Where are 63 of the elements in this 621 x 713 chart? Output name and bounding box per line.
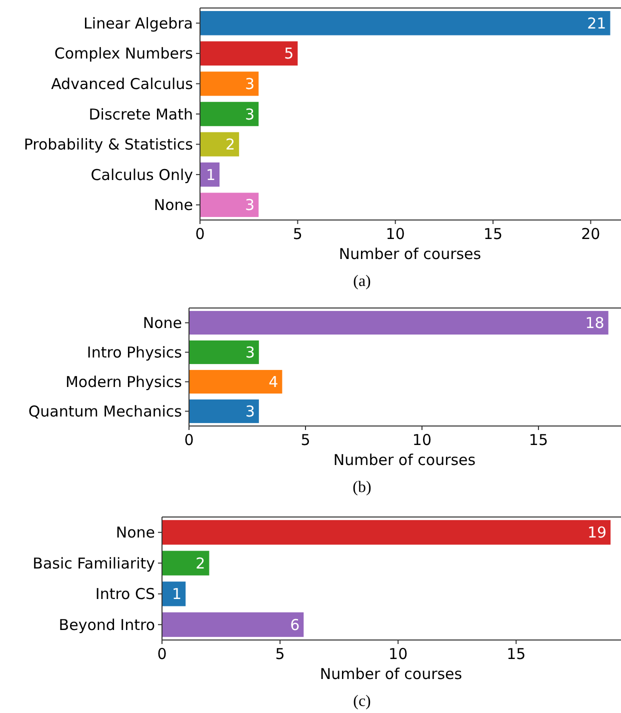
data-label: 3 <box>245 344 255 362</box>
bar <box>189 340 259 364</box>
data-label: 3 <box>245 196 255 214</box>
y-tick-label: None <box>142 314 182 332</box>
x-axis-title: Number of courses <box>320 665 462 683</box>
x-tick-label: 10 <box>388 645 408 663</box>
data-label: 3 <box>245 74 255 93</box>
text: (a) <box>353 273 371 290</box>
bar <box>200 11 610 36</box>
x-tick-label: 0 <box>157 645 167 663</box>
y-tick-label: Advanced Calculus <box>51 74 194 93</box>
bar <box>162 582 186 606</box>
y-tick-label: Quantum Mechanics <box>28 402 182 420</box>
bar <box>200 132 240 156</box>
y-tick-label: Intro CS <box>95 585 155 604</box>
x-tick-label: 15 <box>483 225 503 243</box>
y-tick-label: Beyond Intro <box>58 616 155 634</box>
bar <box>162 612 304 637</box>
y-tick-label: Probability & Statistics <box>24 136 194 154</box>
data-label: 5 <box>284 44 294 63</box>
x-tick-label: 0 <box>195 225 205 243</box>
x-tick-label: 15 <box>528 431 548 449</box>
x-tick-label: 5 <box>300 431 310 449</box>
y-tick-label: None <box>116 524 155 542</box>
y-tick-label: Complex Numbers <box>54 44 194 63</box>
data-label: 21 <box>587 14 606 32</box>
x-tick-label: 5 <box>275 645 285 663</box>
y-tick-label: Calculus Only <box>90 166 194 184</box>
data-label: 4 <box>268 373 278 391</box>
bar <box>200 192 259 217</box>
x-tick-label: 0 <box>184 431 194 449</box>
y-tick-label: Basic Familiarity <box>32 554 156 572</box>
bar <box>162 520 611 545</box>
x-axis-title: Number of courses <box>338 245 482 263</box>
bar <box>189 310 608 335</box>
y-tick-label: None <box>154 196 193 214</box>
y-tick-label: Discrete Math <box>88 105 193 124</box>
data-label: 1 <box>206 166 216 184</box>
x-tick-label: 10 <box>386 225 405 243</box>
data-label: 1 <box>172 585 182 604</box>
text: (b) <box>352 479 372 496</box>
bar <box>189 370 282 394</box>
x-tick-label: 5 <box>292 225 302 243</box>
data-label: 3 <box>245 402 255 420</box>
data-label: 3 <box>245 105 255 124</box>
y-tick-label: Intro Physics <box>86 344 182 362</box>
data-label: 2 <box>226 136 236 154</box>
x-tick-label: 15 <box>506 645 526 663</box>
y-tick-label: Modern Physics <box>65 373 182 391</box>
bar <box>189 399 259 424</box>
data-label: 2 <box>196 554 206 572</box>
bar <box>200 102 259 126</box>
bar <box>200 41 298 66</box>
data-label: 18 <box>585 314 604 332</box>
text: (c) <box>353 693 371 710</box>
data-label: 6 <box>290 616 300 634</box>
x-tick-label: 10 <box>412 431 432 449</box>
data-label: 19 <box>587 524 607 542</box>
x-tick-label: 20 <box>581 225 600 243</box>
bar <box>200 72 259 96</box>
x-axis-title: Number of courses <box>333 451 476 469</box>
bar <box>162 550 210 576</box>
y-tick-label: Linear Algebra <box>84 14 193 32</box>
